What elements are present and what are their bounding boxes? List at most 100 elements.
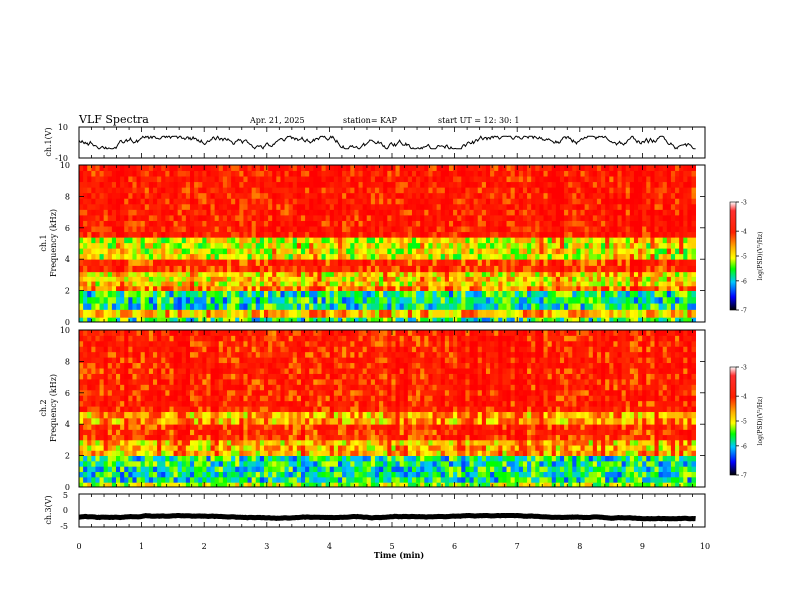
ch2-spectrogram-cell bbox=[124, 368, 129, 374]
ch1-spectrogram-cell bbox=[284, 296, 290, 304]
ch2-spectrogram-cell bbox=[111, 368, 117, 374]
ch1-spectrogram-cell bbox=[440, 281, 446, 287]
ch2-spectrogram-cell bbox=[103, 346, 109, 353]
ch1-spectrogram-cell bbox=[313, 209, 318, 216]
ch1-spectrogram-cell bbox=[374, 165, 380, 171]
ch1-spectrogram-cell bbox=[111, 220, 117, 227]
ch1-spectrogram-cell bbox=[288, 296, 294, 304]
ch1-spectrogram-cell bbox=[222, 317, 228, 323]
ch1-spectrogram-cell bbox=[687, 281, 692, 287]
ch1-spectrogram-cell bbox=[531, 220, 536, 227]
ch1-spectrogram-cell bbox=[272, 276, 277, 282]
ch1-spectrogram-cell bbox=[87, 170, 92, 177]
ch1-spectrogram-cell bbox=[116, 248, 121, 255]
ch1-spectrogram-cell bbox=[596, 215, 602, 221]
ch1-spectrogram-cell bbox=[654, 209, 660, 216]
ch1-spectrogram-cell bbox=[399, 231, 405, 238]
ch1-spectrogram-cell bbox=[383, 259, 388, 266]
ch1-spectrogram-cell bbox=[309, 281, 314, 287]
ch1-spectrogram-ytick-label: 2 bbox=[65, 287, 70, 296]
ch2-spectrogram-cell bbox=[99, 362, 105, 369]
ch2-spectrogram-cell bbox=[99, 378, 105, 385]
ch2-spectrogram-cell bbox=[132, 411, 137, 419]
ch1-spectrogram-cell bbox=[666, 226, 672, 233]
ch1-spectrogram-cell bbox=[132, 253, 137, 260]
ch1-spectrogram-cell bbox=[691, 317, 697, 323]
ch1-spectrogram-cell bbox=[391, 181, 396, 188]
ch1-spectrogram-cell bbox=[535, 176, 540, 183]
ch1-spectrogram-cell bbox=[321, 317, 327, 323]
ch1-spectrogram-cell bbox=[309, 176, 314, 183]
ch1-spectrogram-cell bbox=[358, 259, 364, 266]
ch2-spectrogram-cell bbox=[103, 373, 109, 380]
ch1-spectrogram-cell bbox=[383, 237, 388, 244]
ch2-spectrogram-cell bbox=[124, 455, 129, 462]
ch1-spectrogram-cell bbox=[469, 259, 475, 266]
ch1-spectrogram-cell bbox=[559, 248, 565, 255]
ch1-spectrogram-cell bbox=[601, 248, 606, 255]
ch1-spectrogram-cell bbox=[247, 317, 253, 323]
ch1-spectrogram-cell bbox=[189, 203, 195, 210]
ch1-spectrogram-cell bbox=[128, 165, 133, 171]
ch1-spectrogram-cell bbox=[638, 220, 643, 227]
ch1-spectrogram-cell bbox=[588, 242, 594, 249]
ch2-spectrogram-cell bbox=[161, 335, 166, 342]
ch1-spectrogram-cell bbox=[629, 203, 635, 210]
ch1-spectrogram-cell bbox=[354, 215, 359, 221]
ch1-spectrogram-cell bbox=[329, 265, 335, 273]
ch1-spectrogram-cell bbox=[596, 242, 602, 249]
ch1-spectrogram-cell bbox=[490, 192, 495, 199]
ch1-spectrogram-cell bbox=[469, 192, 475, 199]
ch1-spectrogram-cell bbox=[157, 309, 162, 318]
ch1-spectrogram-cell bbox=[383, 253, 388, 260]
ch1-spectrogram-cell bbox=[605, 296, 610, 304]
ch2-spectrogram-cell bbox=[120, 439, 125, 446]
ch1-spectrogram-cell bbox=[461, 259, 466, 266]
ch1-spectrogram-cell bbox=[95, 231, 100, 238]
ch1-spectrogram-cell bbox=[428, 215, 433, 221]
ch1-spectrogram-cell bbox=[416, 192, 421, 199]
ch1-spectrogram-cell bbox=[691, 226, 697, 233]
ch1-spectrogram-cell bbox=[592, 226, 598, 233]
ch2-spectrogram-cell bbox=[177, 362, 183, 369]
ch1-spectrogram-cell bbox=[120, 203, 125, 210]
ch1-spectrogram-cell bbox=[325, 215, 331, 221]
ch2-spectrogram-cell bbox=[148, 373, 154, 380]
ch1-spectrogram-cell bbox=[605, 253, 610, 260]
ch1-spectrogram-cell bbox=[342, 198, 347, 205]
ch1-spectrogram-cell bbox=[358, 303, 364, 310]
ch1-spectrogram-cell bbox=[551, 253, 557, 260]
ch2-spectrogram-cell bbox=[177, 346, 183, 353]
ch1-spectrogram-cell bbox=[576, 242, 581, 249]
ch1-spectrogram-cell bbox=[288, 248, 294, 255]
ch1-spectrogram-cell bbox=[679, 271, 684, 277]
ch1-spectrogram-cell bbox=[420, 242, 425, 249]
ch1-spectrogram-cell bbox=[177, 237, 183, 244]
ch1-spectrogram-cell bbox=[424, 285, 429, 291]
ch2-spectrogram-cell bbox=[91, 395, 96, 402]
ch1-spectrogram-cell bbox=[387, 237, 392, 244]
ch2-spectrogram-cell bbox=[79, 400, 84, 407]
ch1-spectrogram-cell bbox=[675, 176, 680, 183]
ch1-spectrogram-cell bbox=[592, 187, 598, 194]
ch1-spectrogram-cell bbox=[272, 187, 277, 194]
ch1-spectrogram-cell bbox=[457, 242, 462, 249]
ch2-spectrogram-cell bbox=[128, 389, 133, 396]
ch1-spectrogram-cell bbox=[564, 165, 569, 171]
ch1-spectrogram-cell bbox=[194, 198, 199, 205]
ch1-spectrogram-cell bbox=[625, 170, 631, 177]
ch2-spectrogram-cell bbox=[136, 455, 142, 462]
ch1-spectrogram-cell bbox=[543, 165, 549, 171]
ch1-spectrogram-cell bbox=[584, 170, 590, 177]
ch1-spectrogram-cell bbox=[609, 265, 614, 273]
ch1-spectrogram-cell bbox=[259, 242, 265, 249]
ch1-spectrogram-cell bbox=[625, 192, 631, 199]
ch1-spectrogram-cell bbox=[580, 203, 586, 210]
ch1-spectrogram-cell bbox=[531, 309, 536, 318]
ch1-spectrogram-cell bbox=[136, 303, 142, 310]
ch1-spectrogram-cell bbox=[362, 265, 368, 273]
ch1-spectrogram-cell bbox=[403, 187, 409, 194]
ch1-spectrogram-cell bbox=[91, 198, 96, 205]
ch1-spectrogram-cell bbox=[111, 192, 117, 199]
ch1-spectrogram-cell bbox=[391, 209, 396, 216]
